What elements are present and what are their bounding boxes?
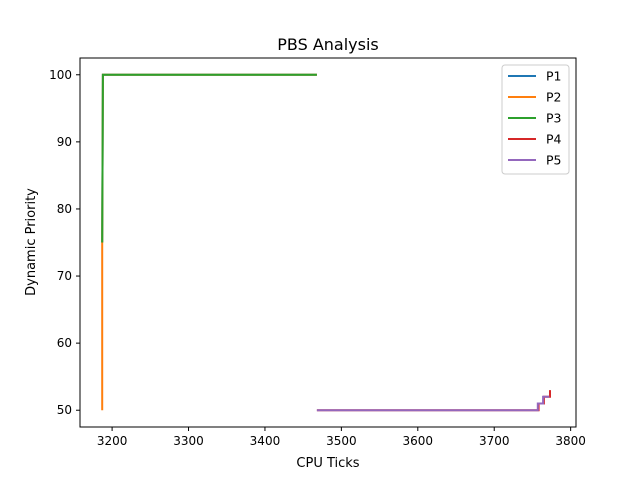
x-tick-label: 3600 — [403, 434, 434, 448]
series-layer — [101, 73, 551, 412]
legend: P1 P2 P3 P4 P5 — [501, 64, 570, 175]
x-tick-label: 3700 — [479, 434, 510, 448]
legend-label-p4: P4 — [546, 132, 562, 147]
x-tick-label: 3300 — [173, 434, 204, 448]
plot-frame — [79, 57, 577, 428]
y-axis: 50 60 70 80 90 100 — [49, 68, 80, 417]
legend-label-p2: P2 — [546, 90, 562, 105]
y-tick-label: 90 — [57, 135, 72, 149]
legend-label-p3: P3 — [546, 111, 562, 126]
x-tick-label: 3200 — [97, 434, 128, 448]
y-axis-label: Dynamic Priority — [24, 188, 39, 296]
x-axis: 3200 3300 3400 3500 3600 3700 3800 — [97, 427, 586, 448]
legend-label-p1: P1 — [546, 69, 562, 84]
y-tick-label: 80 — [57, 202, 72, 216]
x-tick-label: 3400 — [250, 434, 281, 448]
legend-label-p5: P5 — [546, 153, 562, 168]
x-tick-label: 3500 — [326, 434, 357, 448]
x-axis-label: CPU Ticks — [296, 456, 359, 471]
y-tick-label: 100 — [49, 68, 72, 82]
y-tick-label: 50 — [57, 403, 72, 417]
series-line-p5 — [316, 395, 550, 412]
plot-area — [79, 57, 577, 428]
chart-title: PBS Analysis — [277, 35, 379, 54]
y-tick-label: 70 — [57, 269, 72, 283]
y-tick-label: 60 — [57, 336, 72, 350]
x-tick-label: 3800 — [555, 434, 586, 448]
legend-box — [501, 64, 570, 175]
series-line-p3 — [101, 73, 317, 243]
